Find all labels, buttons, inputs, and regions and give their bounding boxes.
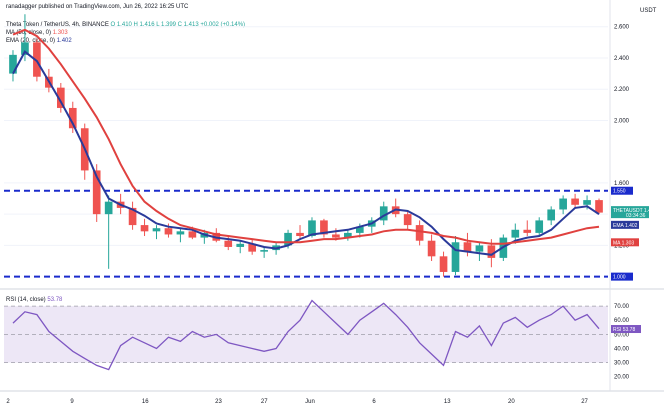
candle-body bbox=[451, 242, 460, 272]
ma-line bbox=[12, 28, 600, 245]
rsi-line bbox=[12, 299, 600, 371]
candle-body bbox=[164, 228, 173, 235]
candle-body bbox=[439, 256, 448, 272]
ma-legend-value: 1.303 bbox=[52, 30, 68, 36]
rsi-tick-label: 20.00 bbox=[614, 375, 630, 381]
symbol-header: ranadagger published on TradingView.com,… bbox=[6, 3, 188, 11]
candle-body bbox=[104, 201, 113, 215]
candle-body bbox=[535, 220, 544, 233]
candle-body bbox=[427, 240, 436, 257]
candle-body bbox=[571, 198, 579, 205]
rsi-legend-label: RSI (14, close) bbox=[6, 297, 46, 303]
ohlc-values: O 1.410 H 1.416 L 1.399 C 1.413 +0.002 (… bbox=[110, 22, 246, 28]
price-tick-label: 2.600 bbox=[614, 25, 630, 31]
candle-body bbox=[475, 245, 484, 252]
price-tick-label: 2.000 bbox=[614, 118, 630, 124]
time-tick-label: 23 bbox=[215, 399, 222, 405]
rsi-tick-label: 60.00 bbox=[614, 318, 630, 324]
candle-body bbox=[355, 226, 364, 233]
candle-body bbox=[176, 231, 185, 235]
price-badge bbox=[611, 206, 649, 219]
candle-body bbox=[9, 54, 17, 74]
price-badge-label: THETAUSDT 1.413 bbox=[613, 208, 657, 214]
candle-body bbox=[296, 232, 304, 237]
candle-body bbox=[415, 225, 424, 241]
price-tick-label: 2.200 bbox=[614, 87, 630, 93]
ema-line bbox=[12, 50, 600, 256]
ma-legend: MA (50, close, 0) 1.303 bbox=[6, 29, 68, 37]
time-tick-label: 27 bbox=[581, 399, 588, 405]
candle-body bbox=[463, 242, 472, 252]
rsi-badge-label: RSI 53.78 bbox=[613, 327, 635, 333]
price-badge-sub: 03:34:36 bbox=[626, 213, 646, 219]
rsi-tick-label: 50.00 bbox=[614, 332, 630, 338]
candle-body bbox=[595, 200, 603, 213]
ma-legend-label: MA (50, close, 0) bbox=[6, 30, 52, 36]
ema-legend: EMA (20, close, 0) 1.402 bbox=[6, 37, 72, 45]
price-badge-label: MA 1.303 bbox=[613, 240, 634, 246]
time-tick-label: 6 bbox=[372, 399, 376, 405]
candle-body bbox=[511, 229, 520, 238]
time-tick-label: 9 bbox=[70, 399, 74, 405]
price-badge bbox=[611, 238, 639, 247]
currency-label: USDT bbox=[640, 8, 657, 14]
rsi-legend-value: 53.78 bbox=[47, 297, 63, 303]
candle-body bbox=[21, 42, 29, 55]
price-tick-label: 1.600 bbox=[614, 181, 630, 187]
symbol-line: Theta Token / TetherUS, 4h, BINANCE O 1.… bbox=[6, 21, 245, 29]
rsi-tick-label: 70.00 bbox=[614, 304, 630, 310]
time-tick-label: 20 bbox=[508, 399, 515, 405]
rsi-legend: RSI (14, close) 53.78 bbox=[6, 296, 62, 304]
price-badge-label: EMA 1.402 bbox=[613, 223, 638, 229]
level-badge-label: 1.550 bbox=[613, 189, 626, 195]
author: ranadagger bbox=[6, 4, 37, 10]
candle-body bbox=[583, 200, 591, 205]
candle-body bbox=[128, 207, 137, 226]
time-tick-label: 13 bbox=[444, 399, 451, 405]
symbol-title: Theta Token / TetherUS, 4h, BINANCE bbox=[6, 22, 109, 28]
candle-body bbox=[260, 250, 268, 252]
candle-body bbox=[523, 229, 532, 233]
candle-body bbox=[308, 220, 316, 237]
price-badge bbox=[611, 220, 639, 229]
candle-body bbox=[248, 243, 257, 252]
time-tick-label: 2 bbox=[6, 399, 10, 405]
candle-body bbox=[140, 225, 149, 232]
candle-body bbox=[332, 234, 340, 238]
candle-body bbox=[92, 170, 101, 215]
candle-body bbox=[236, 243, 245, 247]
candle-body bbox=[559, 198, 567, 210]
time-tick-label: 16 bbox=[142, 399, 149, 405]
candle-body bbox=[68, 107, 77, 129]
level-badge-label: 1.000 bbox=[613, 275, 626, 281]
candle-body bbox=[487, 245, 496, 258]
candle-body bbox=[547, 209, 556, 221]
candle-body bbox=[33, 42, 41, 77]
candle-body bbox=[152, 228, 161, 232]
rsi-tick-label: 40.00 bbox=[614, 346, 630, 352]
candle-body bbox=[379, 206, 388, 221]
ema-legend-value: 1.402 bbox=[56, 38, 72, 44]
price-tick-label: 2.400 bbox=[614, 56, 630, 62]
candle-body bbox=[344, 232, 352, 238]
candle-body bbox=[284, 232, 292, 246]
price-tick-label: 1.200 bbox=[614, 243, 630, 249]
time-tick-label: Jun bbox=[305, 399, 315, 405]
candle-body bbox=[188, 231, 197, 238]
candle-body bbox=[403, 214, 412, 226]
level-badge bbox=[611, 272, 633, 281]
ema-legend-label: EMA (20, close, 0) bbox=[6, 38, 56, 44]
published-note: published on TradingView.com, Jun 26, 20… bbox=[38, 4, 189, 10]
rsi-tick-label: 30.00 bbox=[614, 361, 630, 367]
rsi-badge bbox=[611, 325, 641, 334]
candle-body bbox=[320, 220, 328, 235]
candle-body bbox=[56, 87, 65, 108]
level-badge bbox=[611, 186, 633, 195]
time-tick-label: 27 bbox=[261, 399, 268, 405]
candle-body bbox=[224, 240, 233, 247]
